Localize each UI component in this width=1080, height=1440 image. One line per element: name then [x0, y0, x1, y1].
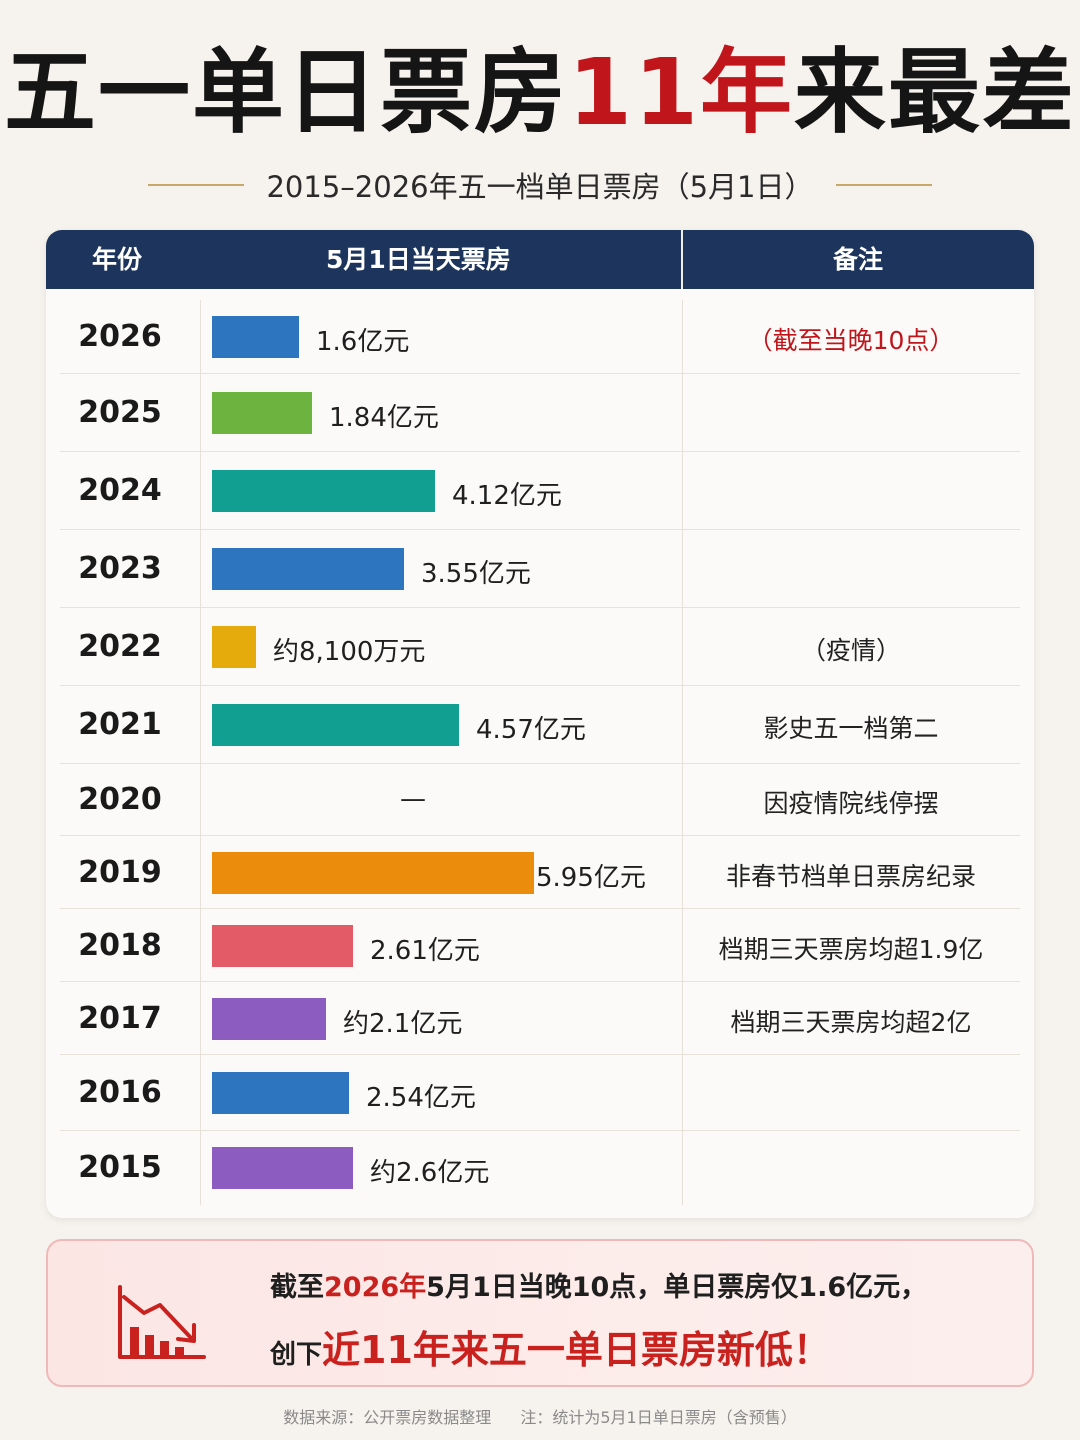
table-row: 2024 4.12亿元: [60, 452, 1020, 530]
table-row: 2023 3.55亿元: [60, 530, 1020, 608]
table-row: 2025 1.84亿元: [60, 374, 1020, 452]
box-office-value: 2.61亿元: [370, 936, 480, 966]
row-year: 2021: [78, 707, 162, 742]
row-note: 档期三天票房均超1.9亿: [718, 935, 984, 964]
table-row: 2026 1.6亿元 （截至当晚10点）: [60, 300, 1020, 374]
banner-line2-a: 创下: [270, 1340, 323, 1370]
box-office-bar: [212, 925, 353, 967]
box-office-bar: [212, 470, 435, 512]
subtitle: 2015–2026年五一档单日票房（5月1日）: [266, 170, 814, 204]
table-header: 年份 5月1日当天票房 备注: [46, 230, 1034, 289]
title-prefix: 五一单日票房: [3, 39, 568, 146]
banner-line1-c: 5月1日当晚10点，单日票房仅1.6亿元，: [426, 1272, 928, 1303]
column-divider-year: [200, 300, 201, 1205]
box-office-table: 年份 5月1日当天票房 备注 2026 1.6亿元 （截至当晚10点） 2025 1.8…: [46, 230, 1034, 1218]
box-office-bar: [212, 316, 299, 358]
box-office-value: 约2.1亿元: [343, 1009, 463, 1039]
box-office-value: 5.95亿元: [536, 863, 646, 893]
box-office-bar: [212, 704, 459, 746]
table-row: 2019 5.95亿元 非春节档单日票房纪录: [60, 836, 1020, 909]
row-note: 非春节档单日票房纪录: [725, 862, 976, 891]
row-note: 档期三天票房均超2亿: [730, 1008, 972, 1037]
row-note: 因疫情院线停摆: [763, 789, 939, 818]
table-row: 2021 4.57亿元 影史五一档第二: [60, 686, 1020, 764]
row-year: 2023: [78, 551, 162, 586]
box-office-value: 约2.6亿元: [370, 1158, 490, 1188]
row-year: 2015: [78, 1150, 162, 1185]
box-office-value: 4.57亿元: [476, 715, 586, 745]
banner-line1-a: 截至: [270, 1272, 324, 1303]
row-year: 2025: [78, 395, 162, 430]
page-title: 五一单日票房11年来最差: [0, 38, 1080, 148]
summary-banner: 截至2026年5月1日当晚10点，单日票房仅1.6亿元， 创下近11年来五一单日…: [46, 1239, 1034, 1387]
banner-line1-year: 2026年: [324, 1272, 427, 1303]
row-note: 影史五一档第二: [763, 714, 939, 743]
box-office-bar: [212, 626, 256, 668]
table-row: 2020 — 因疫情院线停摆: [60, 764, 1020, 836]
header-note: 备注: [832, 245, 883, 274]
box-office-bar: [212, 548, 404, 590]
header-separator: [681, 230, 683, 289]
box-office-bar: [212, 1072, 349, 1114]
box-office-value: 3.55亿元: [421, 559, 531, 589]
row-year: 2019: [78, 855, 162, 890]
row-year: 2022: [78, 629, 162, 664]
table-row: 2018 2.61亿元 档期三天票房均超1.9亿: [60, 909, 1020, 982]
row-note: （截至当晚10点）: [747, 326, 955, 355]
row-note: （疫情）: [800, 636, 901, 665]
row-year: 2026: [78, 319, 162, 354]
banner-line2-highlight: 近11年来五一单日票房新低！: [322, 1328, 831, 1372]
table-row: 2016 2.54亿元: [60, 1055, 1020, 1131]
footer-source: 数据来源：公开票房数据整理: [283, 1408, 492, 1427]
row-year: 2016: [78, 1075, 162, 1110]
subtitle-rule-right: [835, 184, 932, 186]
no-data-dash: —: [400, 784, 426, 814]
footer: 数据来源：公开票房数据整理 注：统计为5月1日单日票房（含预售）: [0, 1404, 1080, 1428]
table-row: 2015 约2.6亿元: [60, 1131, 1020, 1205]
box-office-bar: [212, 998, 326, 1040]
banner-line-2: 创下近11年来五一单日票房新低！: [270, 1319, 831, 1374]
subtitle-rule-left: [148, 184, 245, 186]
title-highlight: 11年: [567, 39, 795, 146]
title-suffix: 来最差: [794, 39, 1077, 146]
box-office-value: 4.12亿元: [452, 481, 562, 511]
subtitle-row: 2015–2026年五一档单日票房（5月1日）: [0, 165, 1080, 205]
box-office-bar: [212, 852, 534, 894]
box-office-value: 约8,100万元: [273, 637, 426, 667]
box-office-value: 2.54亿元: [366, 1083, 476, 1113]
row-year: 2017: [78, 1001, 162, 1036]
table-row: 2017 约2.1亿元 档期三天票房均超2亿: [60, 982, 1020, 1055]
box-office-bar: [212, 392, 312, 434]
header-year: 年份: [92, 245, 143, 274]
row-year: 2020: [78, 782, 162, 817]
box-office-value: 1.84亿元: [329, 403, 439, 433]
box-office-bar: [212, 1147, 353, 1189]
box-office-value: 1.6亿元: [316, 327, 410, 357]
row-year: 2024: [78, 473, 162, 508]
footer-note: 注：统计为5月1日单日票房（含预售）: [520, 1408, 797, 1427]
banner-line-1: 截至2026年5月1日当晚10点，单日票房仅1.6亿元，: [270, 1265, 927, 1304]
header-box-office: 5月1日当天票房: [326, 245, 511, 274]
falling-bar-chart-icon: [118, 1285, 206, 1359]
table-row: 2022 约8,100万元 （疫情）: [60, 608, 1020, 686]
row-year: 2018: [78, 928, 162, 963]
column-divider-note: [682, 300, 683, 1205]
